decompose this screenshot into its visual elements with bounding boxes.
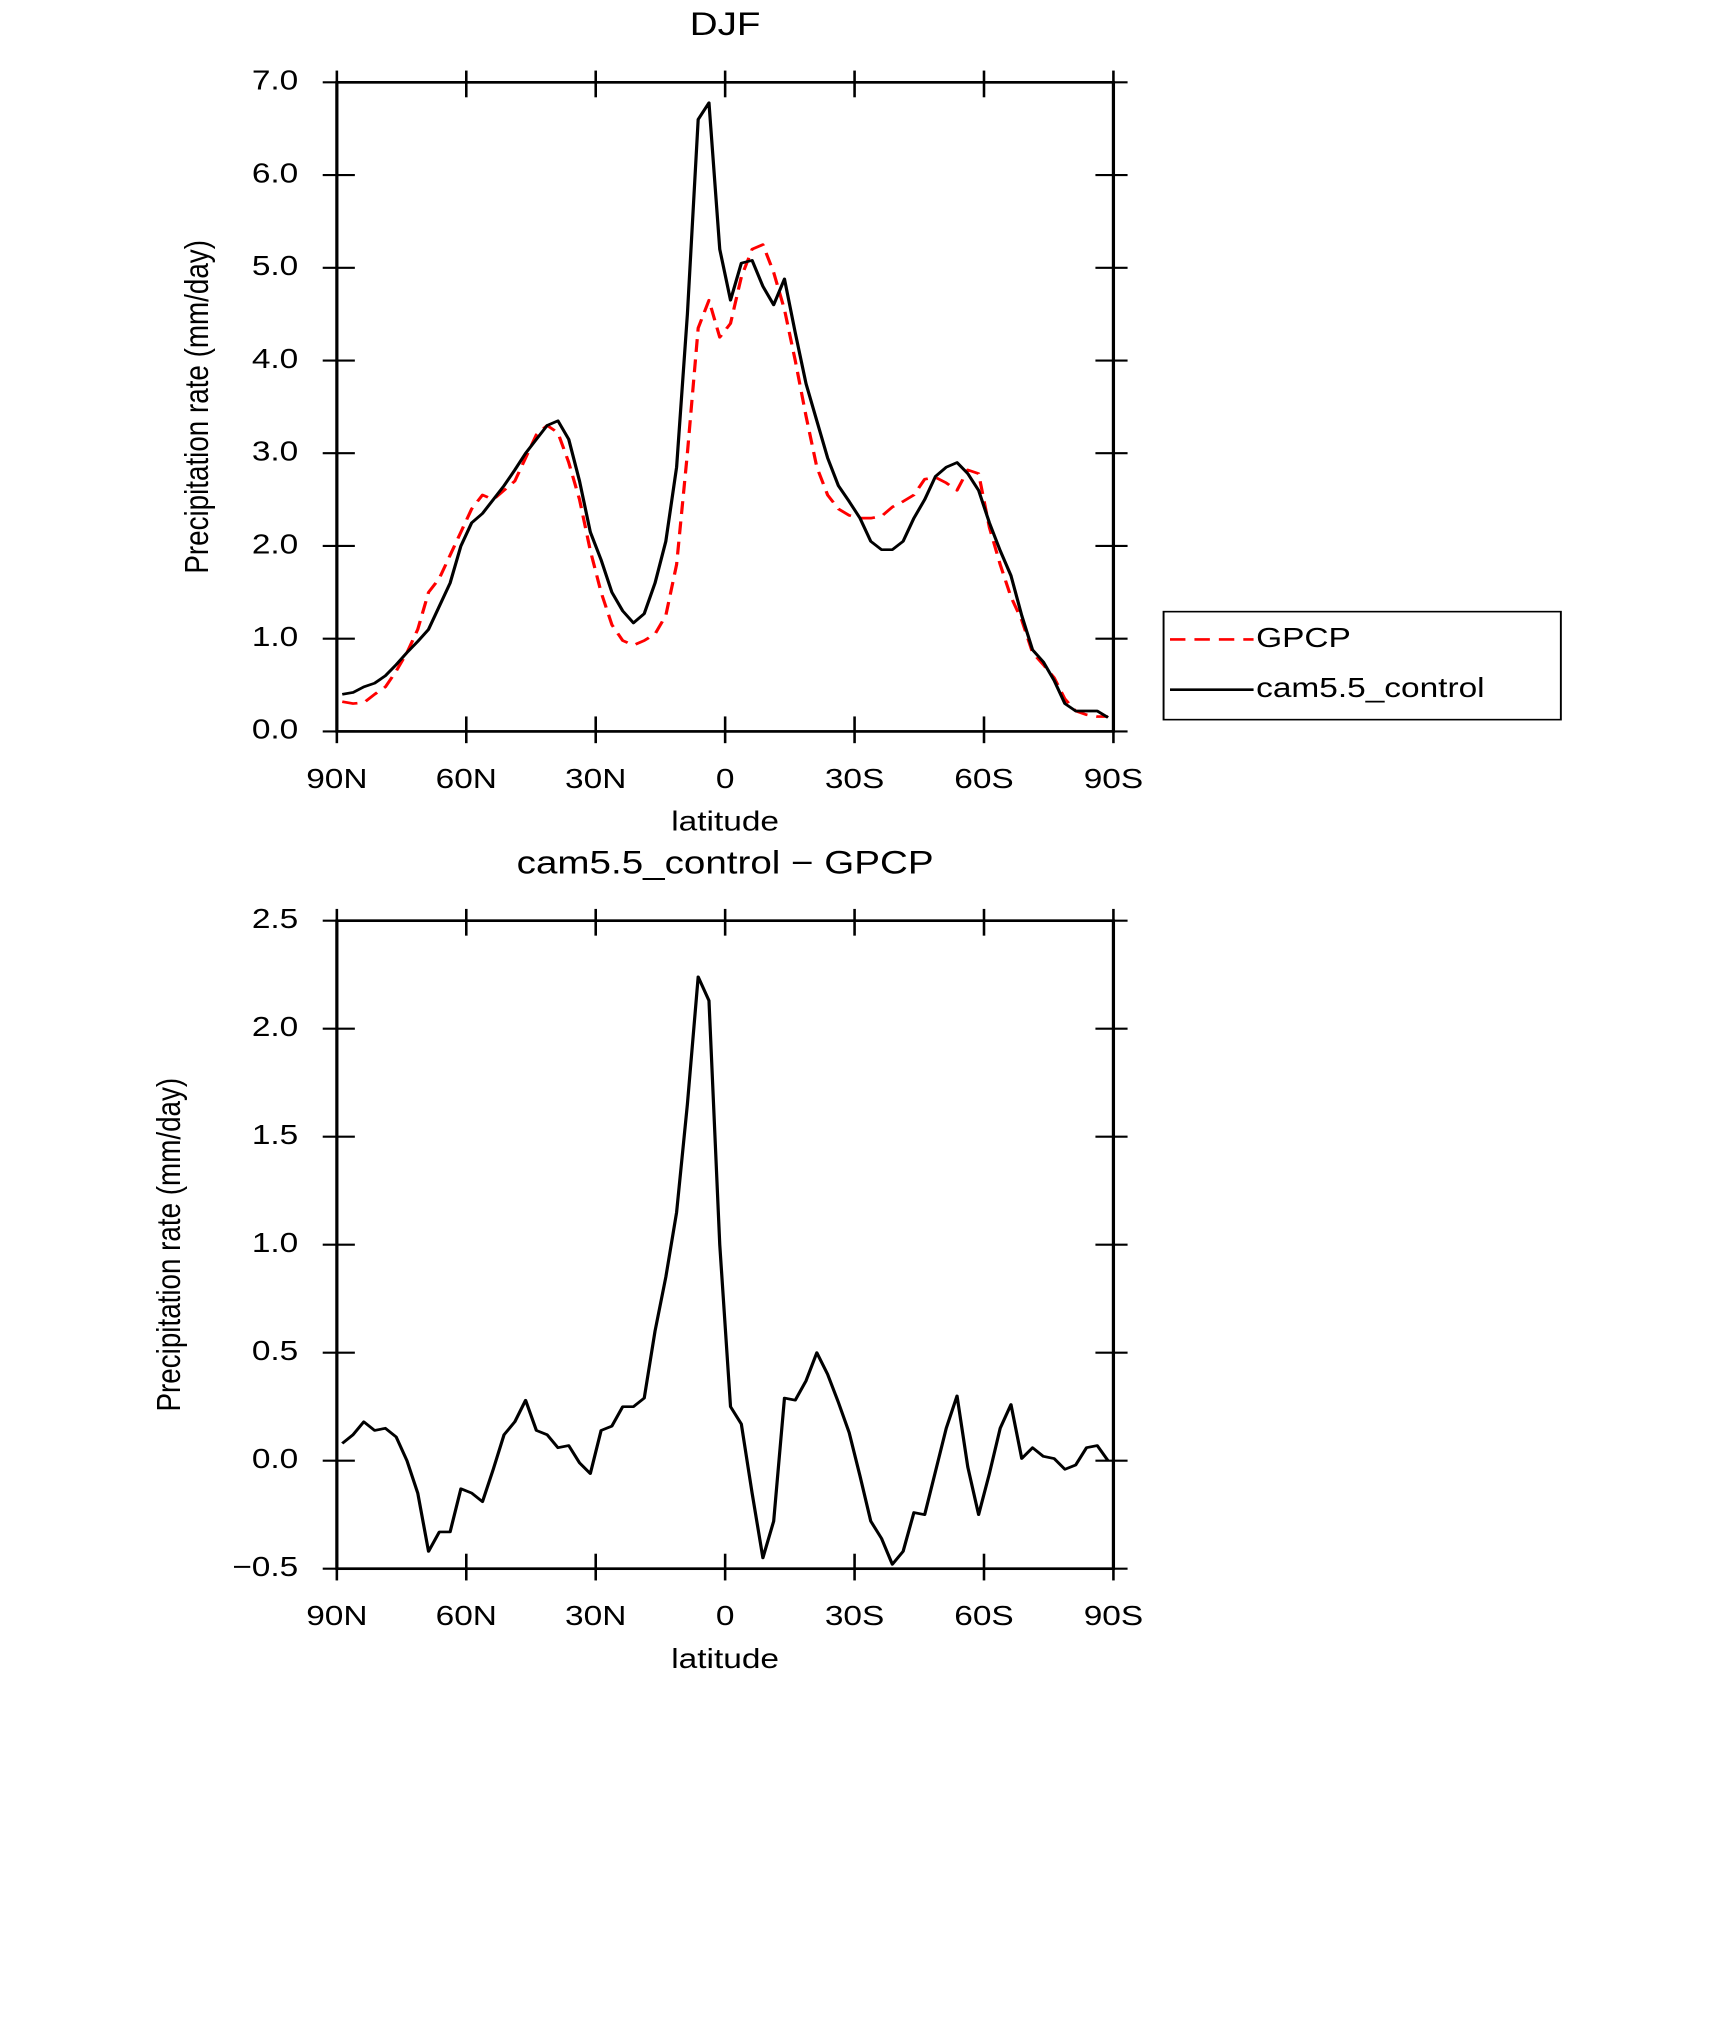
y-tick-label: 5.0 — [252, 250, 298, 282]
chart-title: cam5.5_control − GPCP — [517, 845, 934, 881]
y-tick-label: 1.5 — [252, 1119, 298, 1151]
legend-label: GPCP — [1256, 621, 1351, 653]
chart: DJF latitude Precipitation rate (mm/day) 90… — [178, 6, 1562, 837]
x-tick-label: 30S — [825, 1600, 884, 1632]
y-tick-label: 4.0 — [252, 343, 298, 375]
y-tick-label: −0.5 — [232, 1551, 298, 1583]
plot-frame — [335, 919, 1116, 1571]
y-tick-label: 6.0 — [252, 157, 298, 189]
y-tick-label: 3.0 — [252, 435, 298, 467]
y-tick-label: 2.5 — [252, 903, 298, 935]
x-tick-label: 0 — [716, 763, 735, 795]
legend-label: cam5.5_control — [1256, 672, 1484, 704]
x-tick-label: 30S — [825, 763, 884, 795]
y-axis-label: Precipitation rate (mm/day) — [178, 240, 216, 574]
chart-title: DJF — [690, 6, 761, 42]
y-tick-label: 2.0 — [252, 528, 298, 560]
x-axis-label: latitude — [671, 805, 779, 837]
x-tick-label: 60N — [436, 1600, 497, 1632]
data-line — [341, 243, 1109, 718]
y-axis-label: Precipitation rate (mm/day) — [149, 1078, 187, 1412]
y-tick-label: 0.0 — [252, 713, 298, 745]
legend-frame — [1162, 610, 1562, 721]
y-tick-label: 2.0 — [252, 1011, 298, 1043]
data-line — [341, 101, 1109, 719]
x-tick-label: 90N — [306, 1600, 367, 1632]
x-tick-label: 60N — [436, 763, 497, 795]
x-tick-label: 90S — [1084, 763, 1143, 795]
y-tick-label: 1.0 — [252, 1227, 298, 1259]
y-tick-label: 7.0 — [252, 64, 298, 96]
x-tick-label: 30N — [565, 1600, 626, 1632]
x-tick-label: 0 — [716, 1600, 735, 1632]
legend: GPCP cam5.5_control — [1162, 610, 1562, 721]
x-tick-label: 60S — [954, 1600, 1013, 1632]
y-tick-label: 0.0 — [252, 1443, 298, 1475]
chart: cam5.5_control − GPCP latitude Precipitati… — [149, 845, 1143, 1675]
x-tick-label: 60S — [954, 763, 1013, 795]
plot-frame — [335, 81, 1116, 733]
y-tick-label: 1.0 — [252, 621, 298, 653]
x-axis-label: latitude — [671, 1643, 779, 1675]
data-line — [341, 975, 1110, 1566]
x-tick-label: 30N — [565, 763, 626, 795]
x-tick-label: 90S — [1084, 1600, 1143, 1632]
y-tick-label: 0.5 — [252, 1335, 298, 1367]
x-tick-label: 90N — [306, 763, 367, 795]
